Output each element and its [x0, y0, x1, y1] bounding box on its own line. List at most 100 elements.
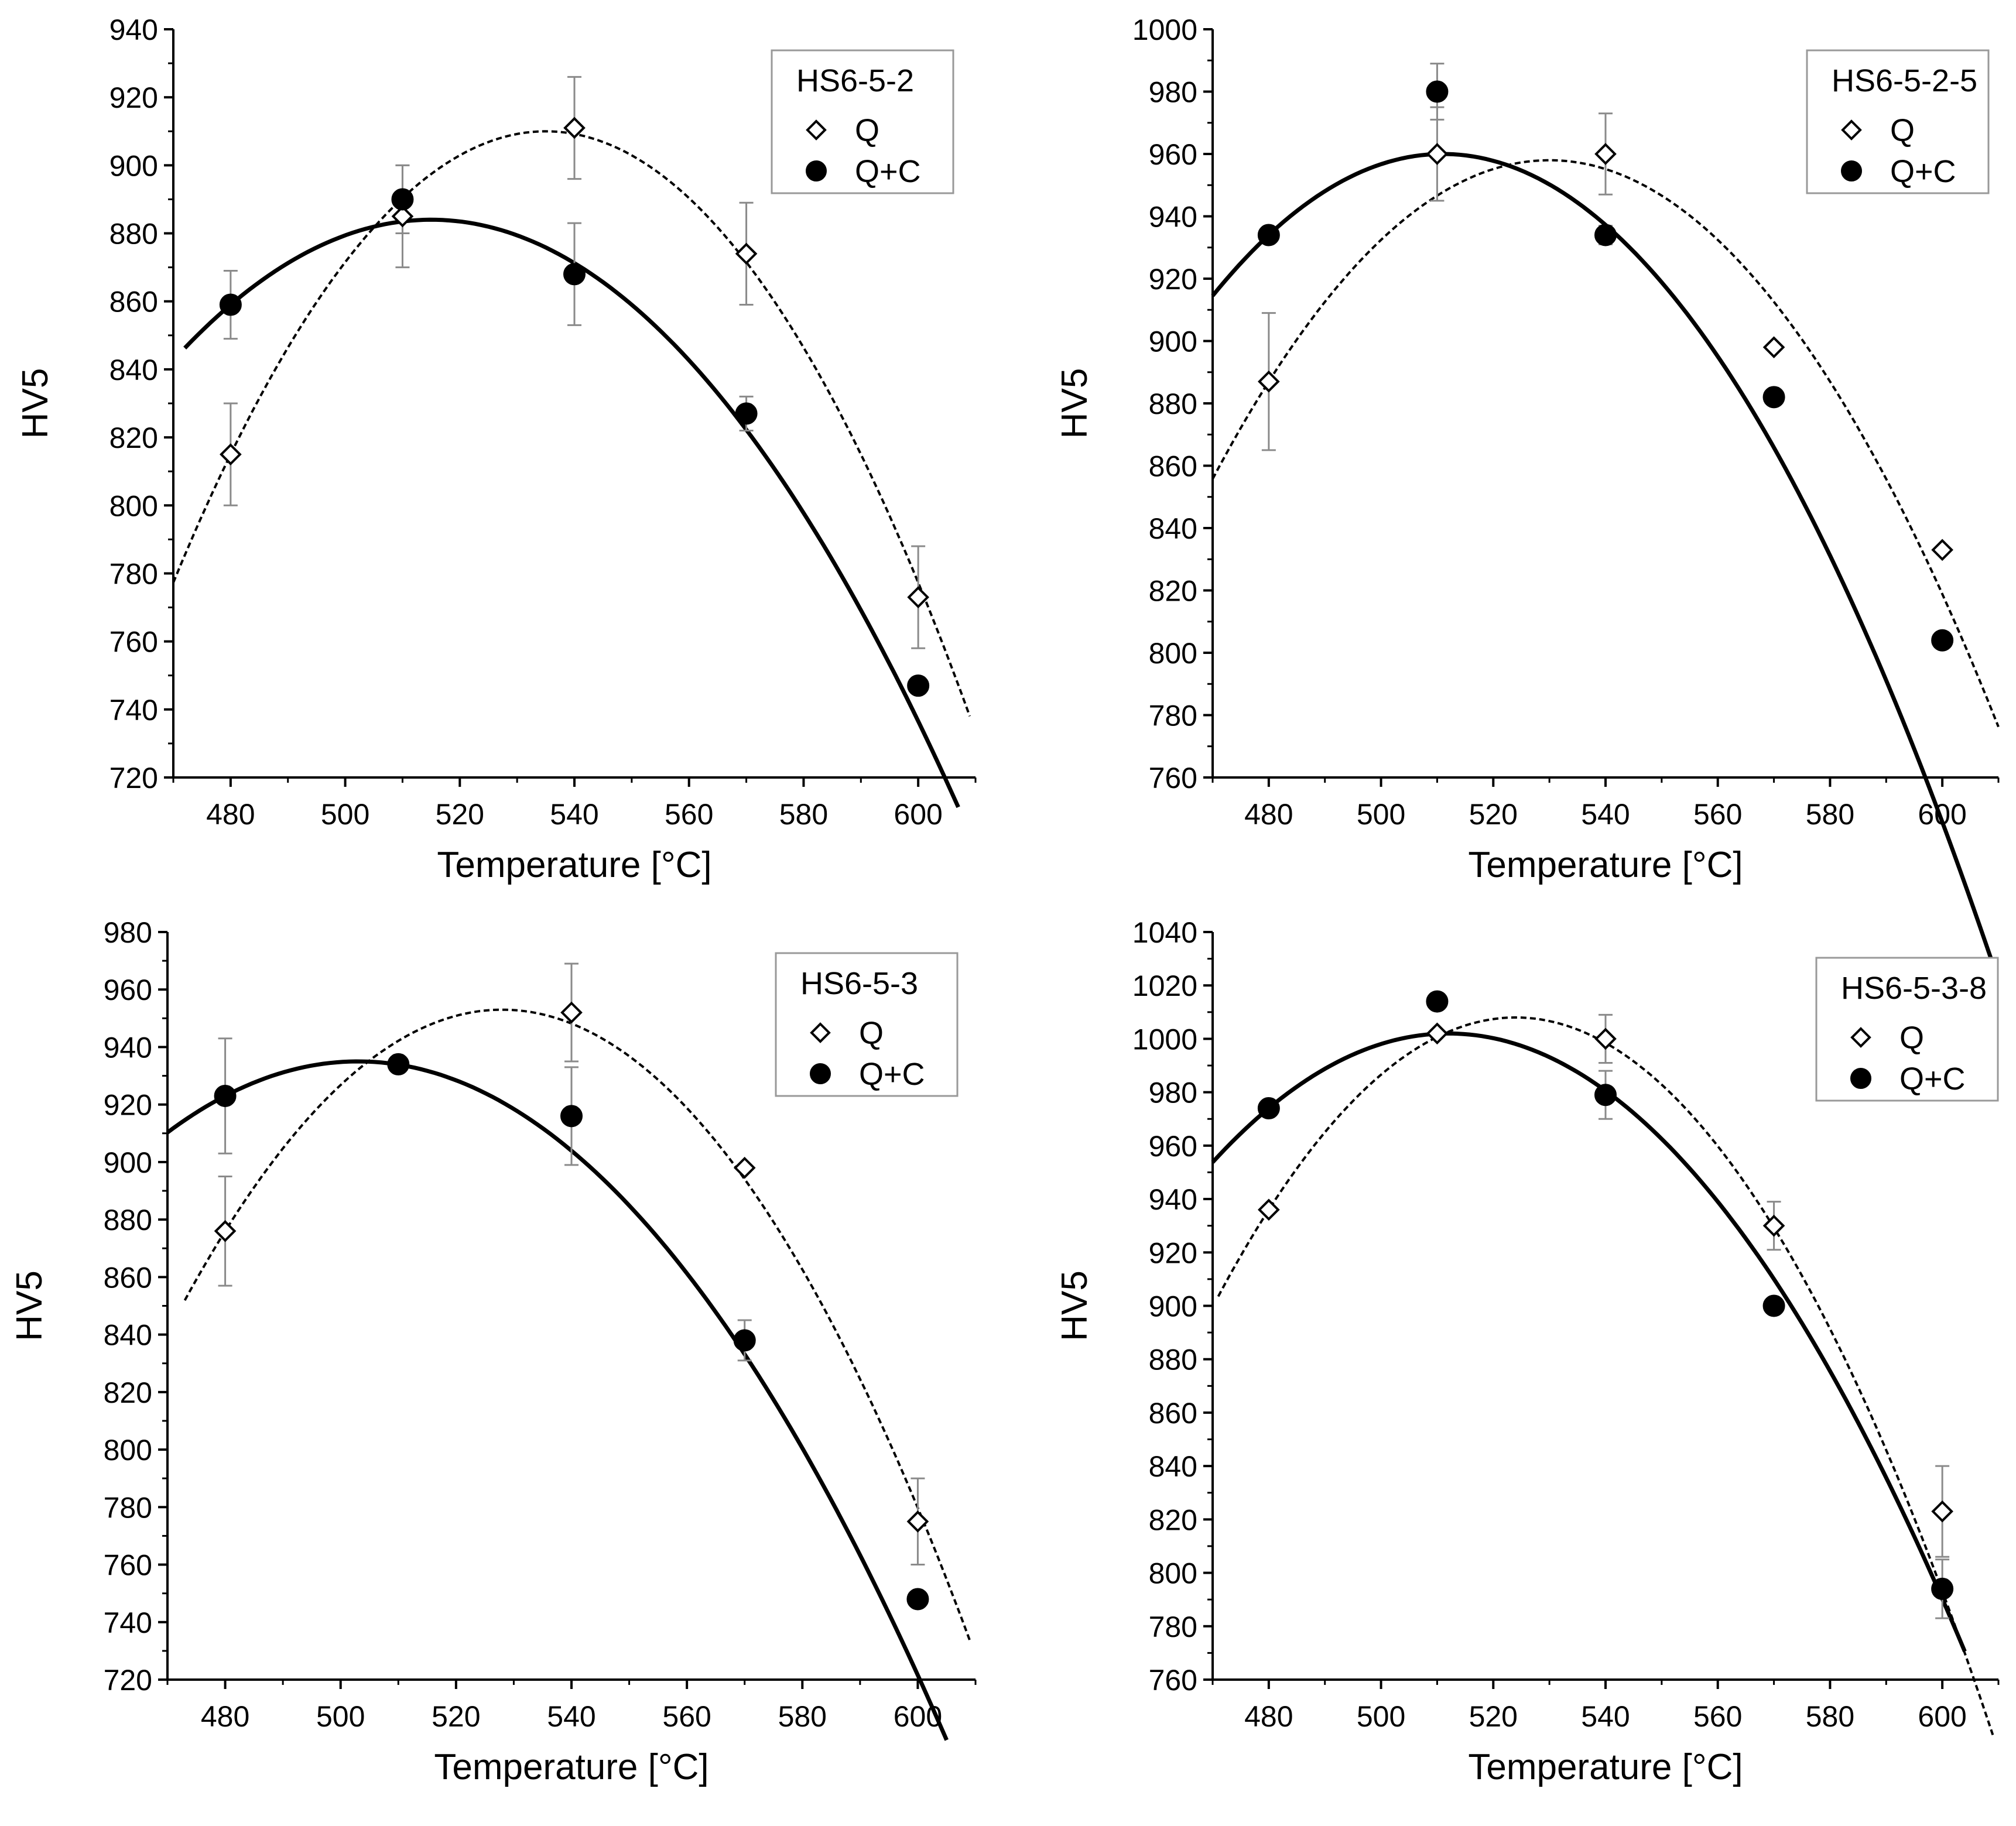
y-tick-label: 900 [104, 1146, 152, 1179]
x-tick-label: 540 [547, 1700, 595, 1733]
legend-label: Q+C [1890, 154, 1956, 189]
y-axis-title: HV5 [15, 368, 56, 439]
y-axis-title: HV5 [1055, 1270, 1095, 1341]
x-tick-label: 560 [662, 1700, 711, 1733]
data-point-qc [735, 402, 758, 425]
data-point-qc [1762, 1294, 1785, 1317]
data-point-q [906, 1510, 929, 1533]
y-tick-label: 1040 [1132, 916, 1197, 949]
fit-curve-qc [183, 217, 960, 808]
data-point-qc [906, 1588, 929, 1611]
legend-label: Q [855, 113, 879, 148]
y-tick-label: 800 [104, 1434, 152, 1467]
data-point-qc [1426, 990, 1449, 1013]
legend-label: Q [1890, 113, 1915, 148]
x-tick-label: 500 [1357, 1700, 1405, 1733]
y-tick-label: 840 [1149, 512, 1197, 545]
x-tick-label: 580 [1806, 1700, 1854, 1733]
data-point-qc [1762, 386, 1785, 409]
data-point-q [1258, 370, 1280, 393]
fit-curve-q [183, 1008, 971, 1641]
data-point-q [907, 586, 929, 608]
fit-curve-qc [1211, 1031, 1967, 1653]
y-tick-label: 760 [104, 1549, 152, 1582]
x-tick-label: 580 [1806, 798, 1854, 831]
legend-marker-qc [1841, 160, 1862, 181]
x-tick-label: 520 [432, 1700, 480, 1733]
data-point-q [1426, 143, 1449, 165]
y-tick-label: 840 [109, 354, 158, 386]
data-point-qc [1426, 80, 1449, 103]
y-tick-label: 880 [104, 1204, 152, 1236]
y-tick-label: 960 [1149, 1130, 1197, 1163]
legend-title: HS6-5-3 [800, 966, 918, 1001]
y-tick-label: 820 [109, 422, 158, 454]
y-tick-label: 800 [1149, 1557, 1197, 1590]
x-tick-label: 540 [1581, 1700, 1630, 1733]
y-tick-label: 780 [1149, 700, 1197, 732]
x-axis-title: Temperature [°C] [434, 1747, 708, 1787]
x-tick-label: 540 [550, 798, 598, 831]
fit-curve-q [1217, 1016, 1994, 1736]
data-point-qc [1257, 1097, 1280, 1120]
data-point-q [214, 1219, 237, 1242]
y-tick-label: 720 [109, 762, 158, 794]
legend: HS6-5-3 Q Q+C [775, 952, 959, 1097]
fit-curve-q [172, 130, 971, 717]
x-tick-label: 500 [316, 1700, 365, 1733]
y-tick-label: 800 [109, 489, 158, 522]
y-tick-label: 780 [1149, 1611, 1197, 1643]
data-point-qc [907, 674, 930, 697]
data-point-q [560, 1001, 583, 1024]
x-axis-title: Temperature [°C] [1468, 1747, 1743, 1787]
legend-label: Q [1899, 1020, 1924, 1056]
y-tick-label: 860 [1149, 450, 1197, 483]
y-tick-label: 720 [104, 1664, 152, 1697]
data-point-q [1426, 1022, 1449, 1045]
y-axis-title: HV5 [1055, 368, 1095, 439]
legend: HS6-5-2-5 Q Q+C [1806, 49, 1990, 194]
legend-box [1815, 957, 1999, 1102]
x-tick-label: 520 [1469, 798, 1518, 831]
legend-marker-qc [1850, 1068, 1871, 1089]
legend-marker-q [1850, 1027, 1871, 1048]
data-point-q [733, 1156, 756, 1179]
y-tick-label: 900 [1149, 1290, 1197, 1323]
legend-title: HS6-5-3-8 [1841, 971, 1987, 1006]
data-point-q [1931, 539, 1953, 561]
fit-curve-qc [166, 1059, 949, 1741]
x-tick-label: 600 [1918, 1700, 1966, 1733]
x-tick-label: 520 [436, 798, 484, 831]
legend-label: Q+C [859, 1057, 925, 1092]
chart-panel-1: 720 740 760 780 800 820 840 860 880 900 920 940 480 5… [15, 13, 977, 885]
x-tick-label: 580 [778, 1700, 827, 1733]
legend-label: Q+C [855, 154, 921, 189]
y-tick-label: 920 [1149, 1236, 1197, 1269]
data-point-q [220, 443, 242, 465]
y-tick-label: 880 [109, 218, 158, 251]
data-point-q [1258, 1198, 1280, 1221]
data-point-q [563, 117, 586, 139]
legend-title: HS6-5-2 [796, 63, 914, 98]
data-point-qc [1257, 224, 1280, 246]
legend-box [1806, 49, 1990, 194]
data-point-q [391, 205, 414, 228]
data-point-qc [219, 293, 242, 316]
y-tick-label: 920 [109, 81, 158, 114]
x-tick-label: 500 [1357, 798, 1405, 831]
data-point-q [735, 242, 758, 265]
y-tick-label: 980 [1149, 1077, 1197, 1109]
data-point-qc [391, 188, 414, 211]
y-tick-label: 840 [104, 1319, 152, 1352]
y-tick-label: 820 [1149, 1503, 1197, 1536]
y-tick-label: 780 [109, 557, 158, 590]
x-axis-title: Temperature [°C] [437, 845, 711, 885]
fit-curve-qc [1211, 152, 1995, 965]
fit-curve-q [1211, 159, 2000, 728]
legend-title: HS6-5-2-5 [1832, 63, 1977, 98]
x-tick-label: 600 [894, 798, 942, 831]
data-point-qc [214, 1084, 237, 1107]
x-tick-label: 480 [1244, 1700, 1293, 1733]
legend-marker-q [806, 119, 827, 141]
